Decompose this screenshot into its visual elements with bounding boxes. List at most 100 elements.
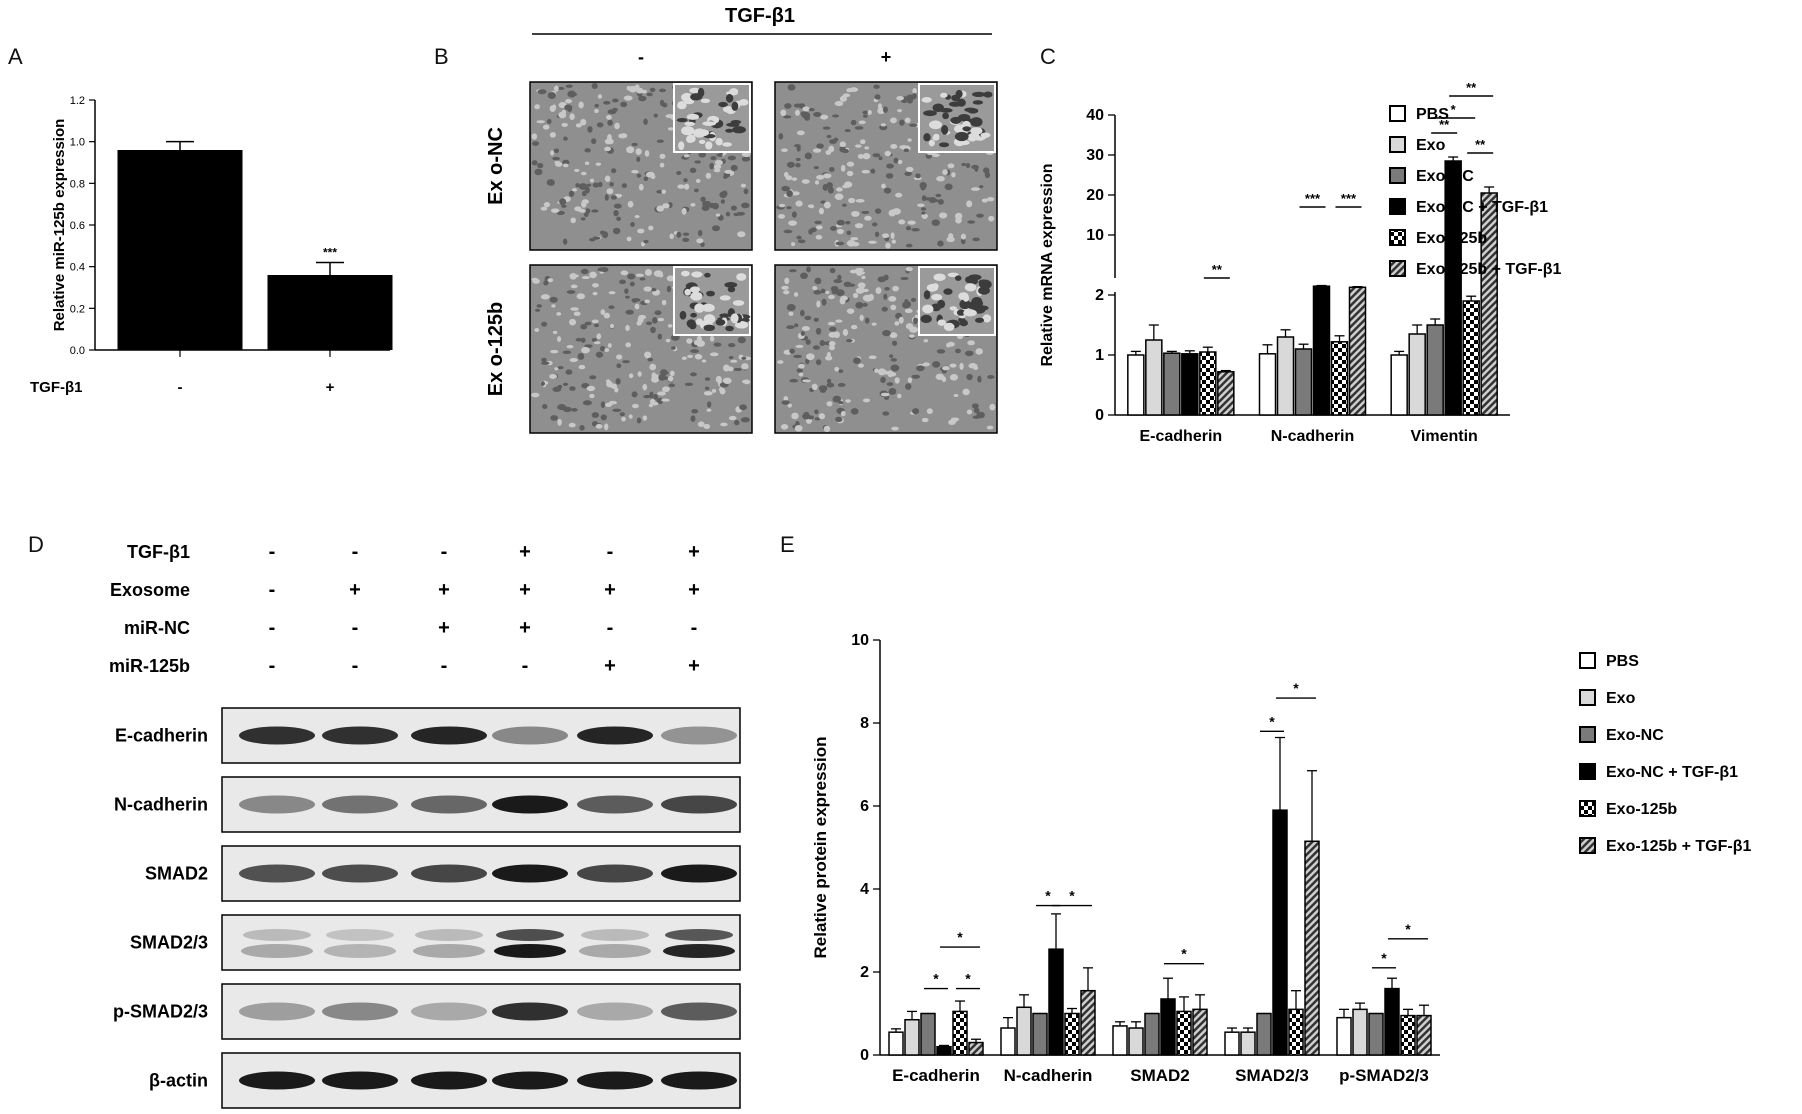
cell xyxy=(671,346,676,350)
cell xyxy=(537,162,544,169)
cell xyxy=(575,123,582,128)
blot-band xyxy=(577,1002,653,1021)
cell xyxy=(897,109,903,113)
cell xyxy=(857,363,864,368)
blot-band xyxy=(577,1071,653,1090)
cell xyxy=(592,182,600,188)
cell xyxy=(877,368,887,376)
cell xyxy=(825,290,830,295)
cell xyxy=(789,378,799,383)
cell xyxy=(596,122,604,128)
bar xyxy=(1217,371,1235,416)
cell xyxy=(552,330,558,334)
blot-band xyxy=(665,929,733,941)
cell xyxy=(713,168,721,173)
row-label: Ex o-NC xyxy=(485,127,507,205)
y-tick-label: 0.2 xyxy=(70,303,85,315)
cell xyxy=(986,425,994,430)
cell xyxy=(736,211,746,216)
blot-band xyxy=(496,929,564,941)
inset-cell xyxy=(727,286,736,293)
cell xyxy=(989,403,996,411)
cell xyxy=(889,354,894,358)
cell xyxy=(896,96,904,101)
cell xyxy=(728,415,737,421)
legend-swatch xyxy=(1389,167,1406,184)
cell xyxy=(589,393,595,399)
cell xyxy=(592,291,598,296)
cell xyxy=(967,220,976,224)
bar xyxy=(904,1018,920,1056)
inset-cell xyxy=(948,101,962,107)
x-tick-label: N-cadherin xyxy=(1271,428,1355,445)
blot-band xyxy=(322,795,398,814)
panel-letter-b: B xyxy=(434,44,449,69)
panel-b-micrographs: TGF-β1 - + Ex o-NC Ex o-125b xyxy=(485,5,998,434)
cell xyxy=(612,227,621,235)
cell xyxy=(788,220,798,226)
cell xyxy=(882,411,890,416)
cell xyxy=(534,168,543,176)
cell xyxy=(907,377,913,383)
cell xyxy=(541,403,548,410)
cell xyxy=(713,164,722,170)
cell xyxy=(606,114,612,120)
cell xyxy=(627,273,636,280)
inset-cell xyxy=(729,88,739,96)
cell xyxy=(600,401,606,409)
cell xyxy=(563,163,569,168)
y-axis-label: Relative miR-125b expression xyxy=(51,119,68,332)
cell xyxy=(835,289,845,296)
cell xyxy=(550,208,560,213)
cell xyxy=(803,411,810,416)
significance-label: * xyxy=(933,971,939,987)
inset-cell xyxy=(931,293,943,301)
cell xyxy=(604,423,609,431)
cell xyxy=(584,186,590,194)
cell xyxy=(690,203,696,207)
cell xyxy=(804,315,812,321)
inset-cell xyxy=(933,273,946,281)
condition-label: Exosome xyxy=(110,580,190,600)
cell xyxy=(719,191,727,199)
cell xyxy=(820,288,826,294)
cell xyxy=(936,349,946,354)
cell xyxy=(939,212,948,219)
cell xyxy=(741,202,750,209)
cell xyxy=(605,402,613,408)
cell xyxy=(839,95,847,102)
cell xyxy=(800,272,808,280)
legend-label: Exo-NC + TGF-β1 xyxy=(1416,199,1548,216)
cell xyxy=(565,84,573,88)
condition-label: TGF-β1 xyxy=(127,542,190,562)
inset-cell xyxy=(678,141,685,151)
blot-band xyxy=(322,864,398,883)
cell xyxy=(777,214,786,219)
bar xyxy=(1128,1027,1144,1056)
cell xyxy=(540,294,550,300)
cell xyxy=(727,342,736,348)
cell xyxy=(681,207,687,215)
cell xyxy=(850,119,857,126)
condition-value: - xyxy=(352,617,359,639)
x-tick-label: N-cadherin xyxy=(1004,1066,1093,1085)
cell xyxy=(661,371,669,375)
cell xyxy=(549,296,558,303)
cell xyxy=(981,198,988,203)
bar xyxy=(1258,353,1277,416)
condition-value: - xyxy=(352,541,359,563)
cell xyxy=(562,159,570,165)
y-tick-label: 20 xyxy=(1086,187,1104,204)
cell xyxy=(642,383,648,391)
cell xyxy=(937,240,944,247)
cell xyxy=(783,115,792,119)
cell xyxy=(973,407,980,414)
cell xyxy=(580,217,586,221)
legend-label: Exo-125b xyxy=(1416,230,1487,247)
cell xyxy=(902,301,911,309)
cell xyxy=(935,193,942,198)
condition-value: - xyxy=(522,655,529,677)
bar xyxy=(1176,1010,1192,1056)
inset-cell xyxy=(725,128,734,133)
cell xyxy=(787,84,796,91)
